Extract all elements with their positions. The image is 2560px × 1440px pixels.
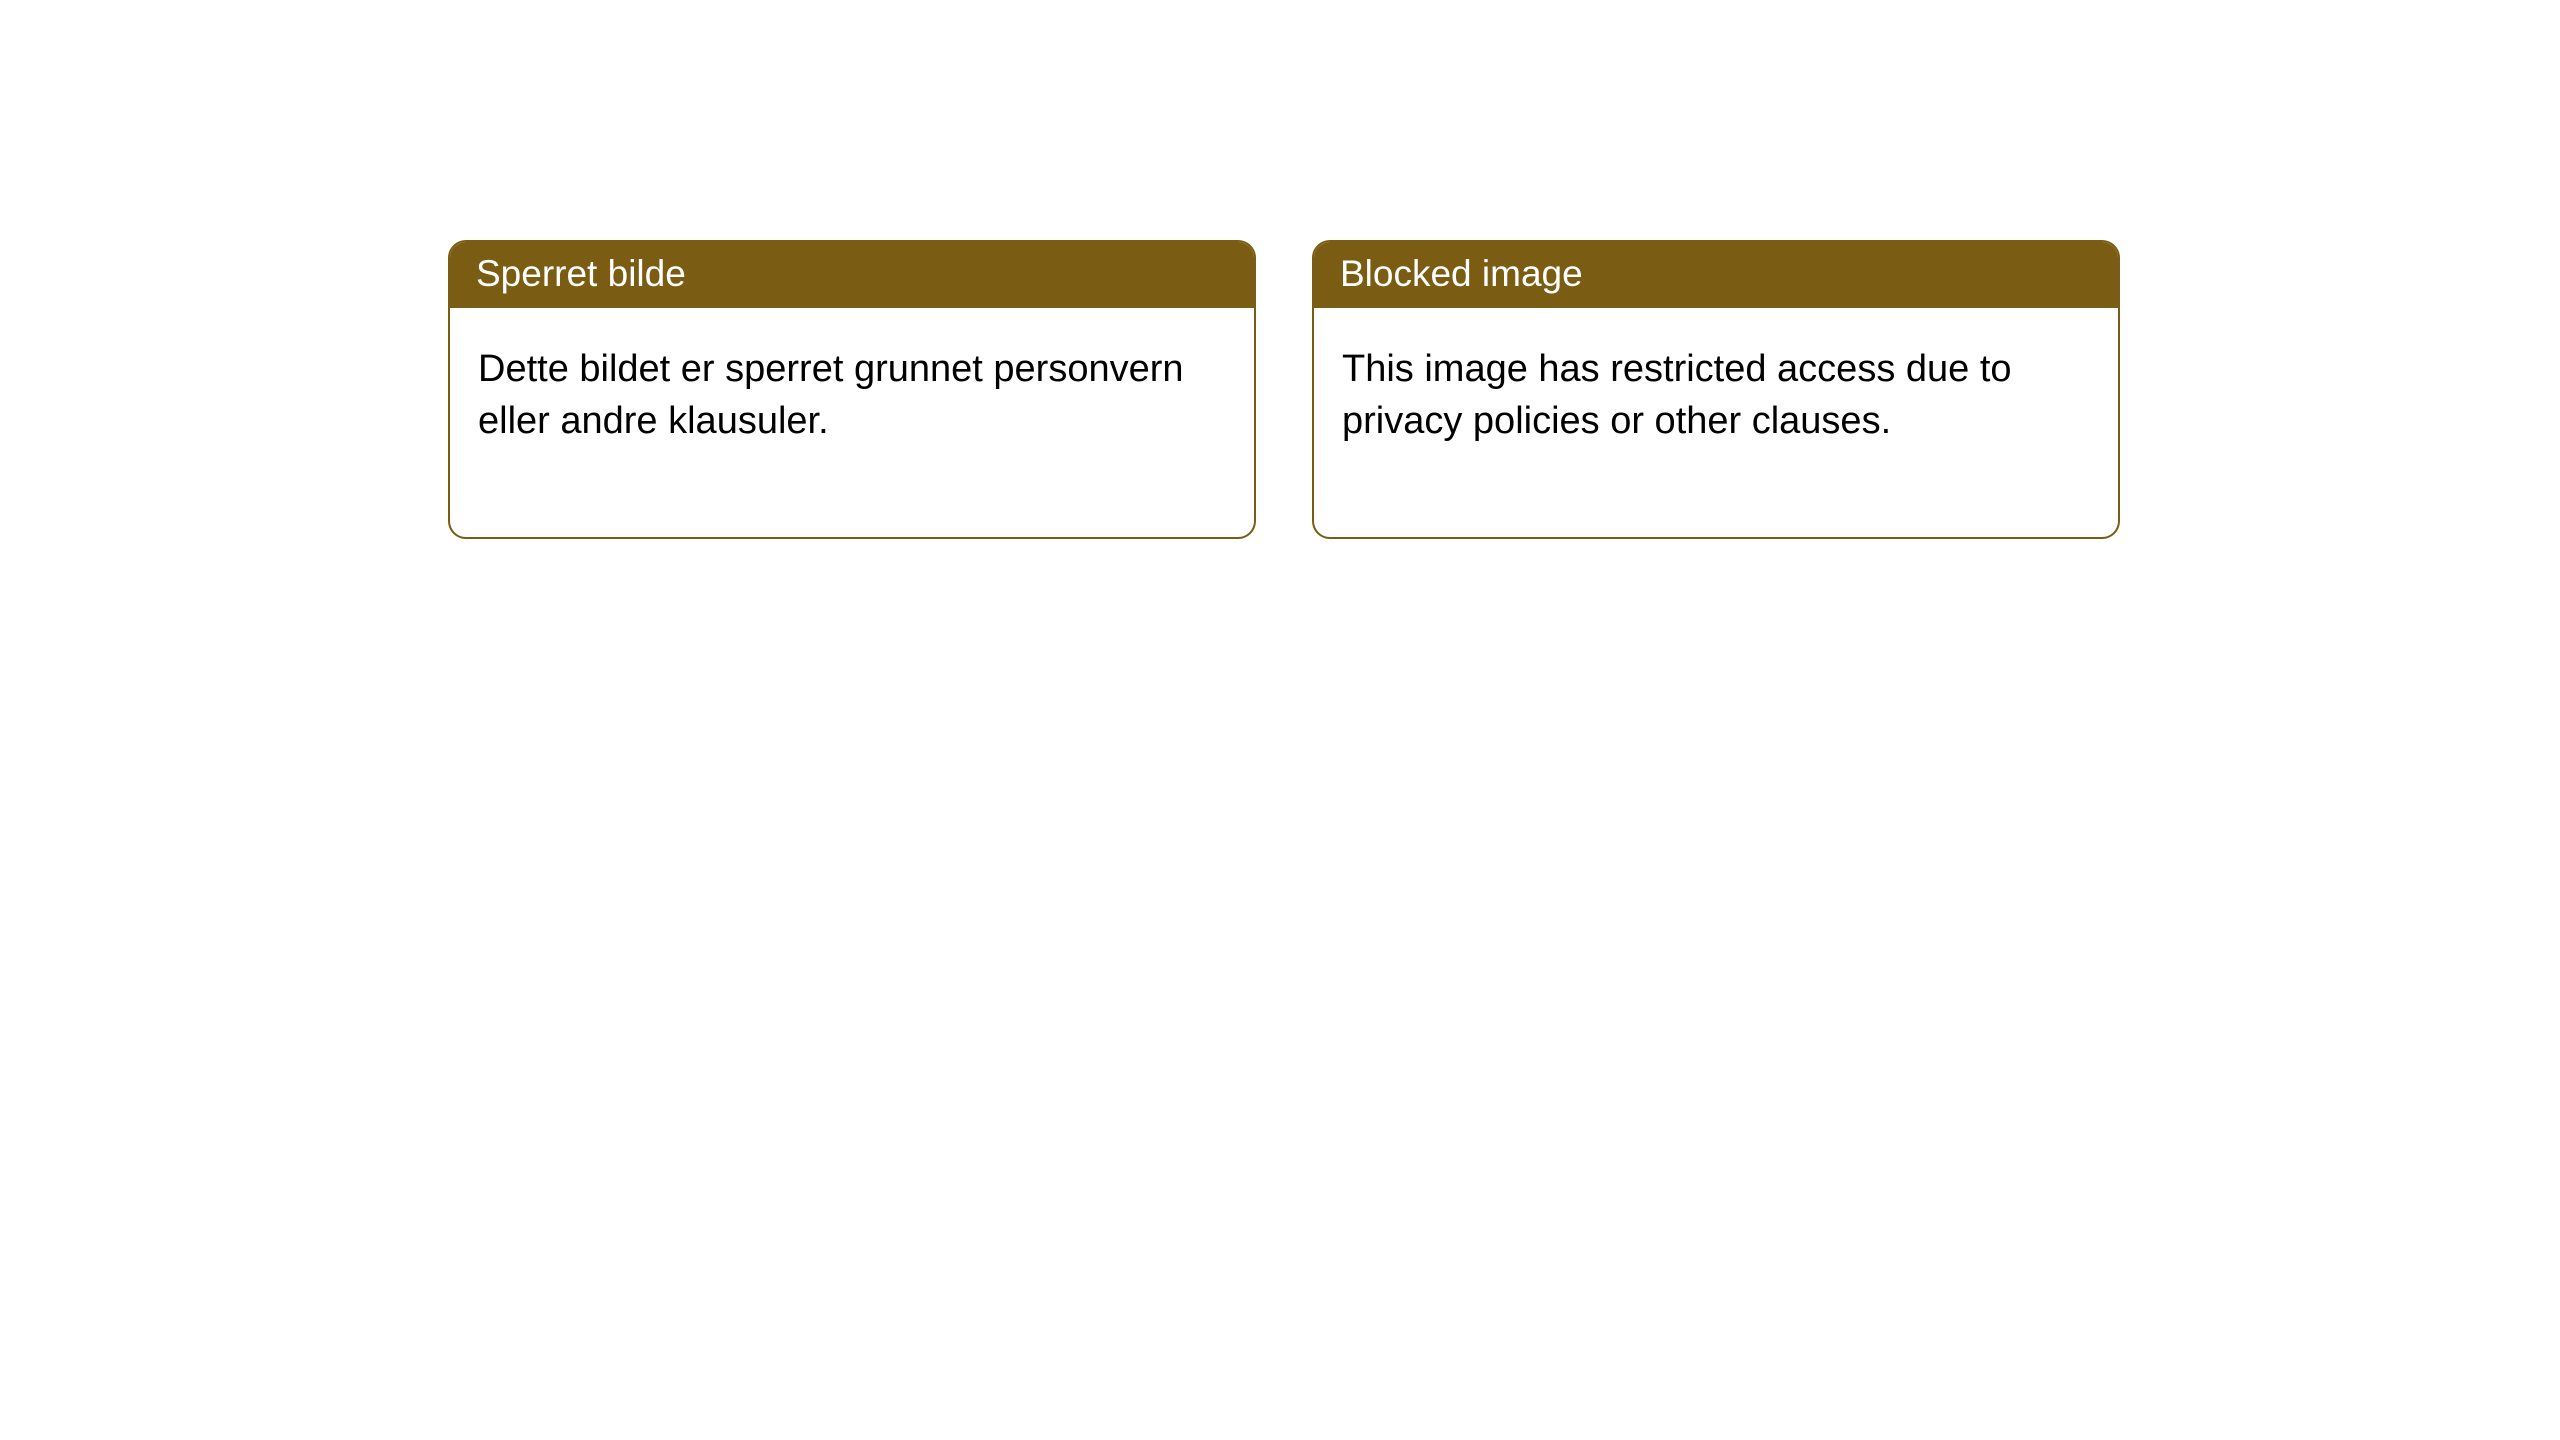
card-header: Sperret bilde: [450, 242, 1254, 308]
notice-cards-container: Sperret bilde Dette bildet er sperret gr…: [0, 0, 2560, 539]
card-header: Blocked image: [1314, 242, 2118, 308]
card-body: Dette bildet er sperret grunnet personve…: [450, 308, 1254, 537]
notice-card-norwegian: Sperret bilde Dette bildet er sperret gr…: [448, 240, 1256, 539]
card-body: This image has restricted access due to …: [1314, 308, 2118, 537]
notice-card-english: Blocked image This image has restricted …: [1312, 240, 2120, 539]
